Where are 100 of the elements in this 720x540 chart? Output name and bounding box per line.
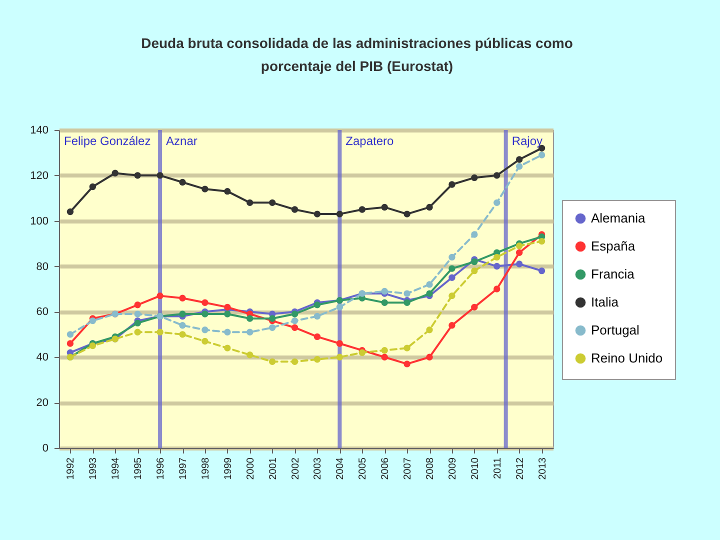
point: [268, 199, 276, 206]
point: [448, 265, 456, 272]
point: [358, 349, 366, 356]
x-tick-label: 2007: [402, 457, 414, 480]
x-tick-label: 2004: [335, 457, 346, 480]
point: [224, 310, 231, 318]
point: [134, 320, 141, 326]
point: [448, 254, 456, 261]
legend-label: Portugal: [591, 322, 640, 338]
x-tick-label: 1995: [133, 457, 144, 480]
point: [516, 260, 523, 268]
x-tick-label: 1998: [200, 457, 212, 480]
point: [224, 344, 231, 352]
point: [448, 181, 456, 188]
point: [291, 358, 298, 366]
point: [494, 254, 500, 261]
point: [179, 331, 186, 338]
point: [156, 172, 164, 179]
ref-line-label: Rajoy: [512, 134, 543, 148]
point: [336, 210, 344, 218]
point: [89, 342, 96, 350]
point: [494, 172, 500, 179]
point: [134, 328, 141, 336]
point: [314, 302, 321, 308]
point: [291, 310, 298, 318]
point: [202, 310, 208, 318]
x-tick-label: 1999: [222, 457, 234, 480]
point: [381, 299, 388, 306]
point: [202, 338, 208, 345]
point: [448, 322, 456, 329]
point: [224, 188, 231, 195]
ref-line-label: Aznar: [166, 134, 198, 148]
point: [134, 302, 141, 308]
point: [494, 262, 500, 270]
point: [179, 322, 186, 329]
point: [224, 328, 231, 336]
point: [268, 358, 276, 366]
point: [268, 324, 276, 331]
point: [538, 267, 546, 274]
point: [134, 310, 141, 318]
point: [404, 360, 410, 368]
y-tick-label: 20: [36, 397, 48, 410]
point: [336, 340, 344, 347]
point: [471, 258, 478, 266]
point: [112, 170, 118, 177]
point: [471, 304, 478, 311]
point: [202, 299, 208, 306]
x-tick-label: 2010: [470, 457, 481, 480]
point: [202, 186, 208, 192]
x-tick-label: 2000: [245, 457, 256, 480]
point: [516, 242, 523, 250]
point: [336, 354, 344, 360]
point: [494, 286, 500, 292]
point: [66, 340, 74, 347]
x-tick-label: 1994: [110, 457, 122, 480]
point: [516, 249, 523, 256]
point: [66, 208, 74, 216]
y-tick-label: 60: [36, 306, 48, 318]
x-tick-label: 1996: [156, 457, 167, 480]
point: [471, 174, 478, 182]
legend-label: Italia: [591, 294, 620, 310]
point: [314, 210, 321, 218]
x-tick-label: 2009: [447, 457, 458, 480]
point: [404, 290, 410, 297]
point: [494, 199, 500, 206]
x-tick-label: 2001: [268, 457, 279, 480]
point: [426, 354, 433, 360]
point: [246, 352, 254, 358]
point: [156, 292, 164, 300]
point: [358, 206, 366, 213]
point: [291, 206, 298, 213]
point: [426, 281, 433, 288]
point: [89, 317, 96, 324]
x-tick-label: 1992: [66, 457, 77, 480]
y-tick-label: 120: [30, 170, 48, 182]
point: [224, 304, 231, 311]
point: [314, 356, 321, 363]
point: [538, 152, 546, 158]
point: [471, 267, 478, 274]
y-tick-label: 140: [30, 124, 48, 136]
annotation: Felipe González: [64, 134, 151, 148]
point: [404, 210, 410, 218]
point: [268, 315, 276, 322]
legend-label: España: [591, 238, 636, 254]
x-tick-label: 2006: [380, 457, 392, 480]
point: [426, 204, 433, 211]
legend-label: Francia: [591, 266, 636, 282]
point: [381, 288, 388, 295]
point: [246, 328, 254, 336]
point: [381, 346, 388, 354]
chart-title: Deuda bruta consolidada de las administraciones públicas como porcentaje del PIB (Eurostat): [141, 35, 573, 74]
x-tick-label: 2011: [492, 457, 504, 480]
point: [336, 304, 344, 311]
point: [404, 344, 410, 352]
legend-label: Reino Unido: [591, 350, 663, 366]
point: [426, 326, 433, 334]
point: [179, 178, 186, 186]
ref-line-label: Zapatero: [346, 134, 394, 148]
point: [291, 324, 298, 331]
point: [314, 312, 321, 320]
